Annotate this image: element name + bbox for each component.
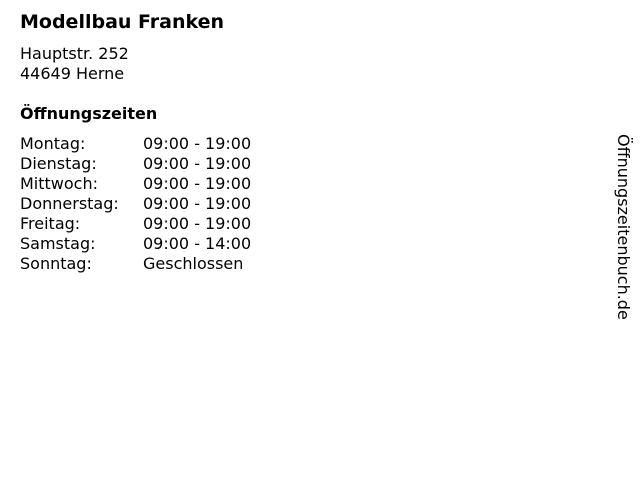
hours-row: Dienstag: 09:00 - 19:00 bbox=[20, 154, 251, 174]
day: Montag: bbox=[20, 134, 86, 153]
hours-heading: Öffnungszeiten bbox=[20, 104, 158, 123]
hours-table: Montag: 09:00 - 19:00 Dienstag: 09:00 - 19… bbox=[20, 134, 251, 274]
time: 09:00 - 19:00 bbox=[143, 194, 252, 213]
hours-row: Donnerstag: 09:00 - 19:00 bbox=[20, 194, 251, 214]
day: Donnerstag: bbox=[20, 194, 119, 213]
business-name: Modellbau Franken bbox=[20, 11, 225, 33]
day: Sonntag: bbox=[20, 254, 92, 273]
street: Hauptstr. 252 bbox=[20, 44, 129, 63]
time: 09:00 - 19:00 bbox=[143, 154, 252, 173]
time: Geschlossen bbox=[143, 254, 244, 273]
address: Hauptstr. 252 44649 Herne bbox=[20, 44, 129, 84]
hours-row: Montag: 09:00 - 19:00 bbox=[20, 134, 251, 154]
day: Mittwoch: bbox=[20, 174, 98, 193]
time: 09:00 - 19:00 bbox=[143, 134, 252, 153]
watermark: Öffnungszeitenbuch.de bbox=[614, 134, 633, 320]
hours-row: Mittwoch: 09:00 - 19:00 bbox=[20, 174, 251, 194]
hours-row: Samstag: 09:00 - 14:00 bbox=[20, 234, 251, 254]
hours-row: Freitag: 09:00 - 19:00 bbox=[20, 214, 251, 234]
day: Dienstag: bbox=[20, 154, 97, 173]
time: 09:00 - 19:00 bbox=[143, 174, 252, 193]
day: Freitag: bbox=[20, 214, 81, 233]
hours-row: Sonntag: Geschlossen bbox=[20, 254, 251, 274]
day: Samstag: bbox=[20, 234, 96, 253]
time: 09:00 - 19:00 bbox=[143, 214, 252, 233]
time: 09:00 - 14:00 bbox=[143, 234, 252, 253]
city: 44649 Herne bbox=[20, 64, 125, 83]
